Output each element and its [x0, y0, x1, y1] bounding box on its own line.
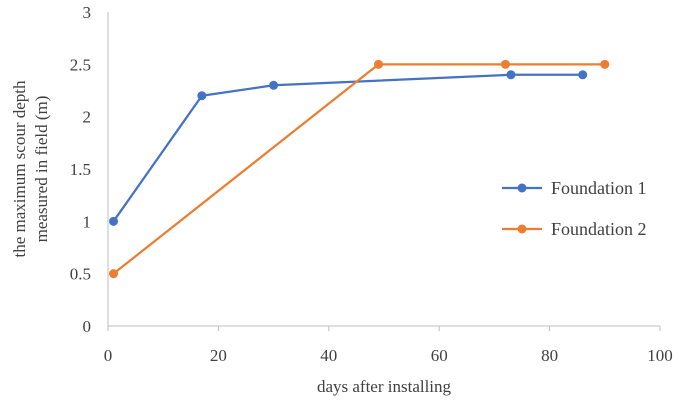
x-tick-label: 100 — [647, 346, 673, 365]
data-point — [109, 216, 119, 226]
x-tick-label: 60 — [431, 346, 448, 365]
data-point — [109, 269, 119, 279]
y-tick-label: 3 — [83, 3, 92, 22]
y-tick-labels: 0 0.5 1 1.5 2 2.5 3 — [70, 3, 91, 336]
legend-marker — [517, 183, 527, 193]
series-line-2 — [112, 63, 605, 275]
axes — [107, 12, 660, 327]
y-tick-label: 1.5 — [70, 160, 91, 179]
legend: Foundation 1 Foundation 2 — [502, 178, 647, 239]
data-point — [373, 59, 383, 69]
legend-label: Foundation 2 — [551, 219, 647, 239]
legend-marker — [517, 224, 527, 234]
series-group — [109, 59, 610, 279]
y-tick-label: 0 — [83, 317, 92, 336]
data-point — [578, 70, 588, 80]
series-line-1 — [112, 73, 583, 222]
data-point — [600, 59, 610, 69]
x-tick-label: 40 — [320, 346, 337, 365]
legend-label: Foundation 1 — [551, 178, 647, 198]
x-tick-label: 0 — [104, 346, 113, 365]
y-tick-label: 2.5 — [70, 55, 91, 74]
y-tick-label: 1 — [83, 212, 92, 231]
data-point — [500, 59, 510, 69]
y-tick-label: 2 — [83, 108, 92, 127]
y-tick-label: 0.5 — [70, 265, 91, 284]
data-point — [269, 80, 279, 90]
x-tick-label: 80 — [541, 346, 558, 365]
y-axis-label-line: the maximum scour depth — [10, 80, 29, 258]
data-point — [197, 91, 207, 101]
x-axis-label: days after installing — [317, 377, 452, 396]
y-axis-label: the maximum scour depth measured in field… — [10, 80, 51, 258]
x-tick-label: 20 — [210, 346, 227, 365]
y-axis-label-line: measured in field (m) — [32, 96, 51, 243]
x-tick-labels: 0 20 40 60 80 100 — [104, 326, 673, 365]
data-point — [506, 70, 516, 80]
